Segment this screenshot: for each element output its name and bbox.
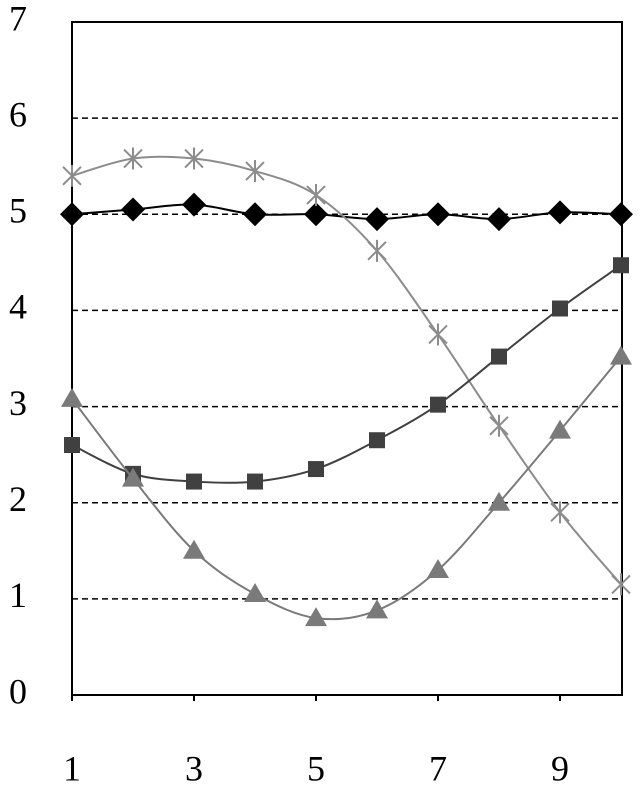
triangle-marker [244,583,266,603]
square-marker [186,473,202,490]
diamond-marker [426,202,450,227]
star-marker [428,323,448,346]
series-line [71,203,622,221]
star-marker [550,501,570,524]
y-tick-label: 3 [9,383,27,423]
square-marker [613,257,629,274]
y-tick-label: 1 [9,575,27,615]
star-marker [62,164,82,187]
y-tick-label: 5 [9,191,27,231]
triangle-marker [122,467,144,487]
x-tick-label: 7 [429,748,447,788]
x-tick-label: 3 [185,748,203,788]
diamond-marker [365,207,389,232]
diamond-marker [304,202,328,227]
square-marker [247,473,263,490]
square-marker [64,437,80,454]
diamond-marker [487,207,511,232]
star-marker [245,160,265,183]
y-tick-label: 6 [9,94,27,134]
y-tick-label: 7 [9,0,27,38]
square-marker [491,348,507,365]
x-tick-label: 9 [551,748,569,788]
triangle-marker [488,491,510,511]
square-marker [552,300,568,317]
diamond-marker [548,200,572,225]
triangle-marker [183,539,205,559]
star-marker [611,573,631,596]
diamond-marker [60,202,84,227]
star-marker [489,414,509,437]
square-marker [430,396,446,413]
diamond-marker [609,202,633,227]
plot-frame [71,21,623,696]
star-marker [367,239,387,262]
y-tick-label: 4 [9,287,27,327]
diamond-marker [121,197,145,222]
square-marker [369,432,385,449]
triangle-marker [366,599,388,619]
triangle-marker [427,559,449,579]
series-line [71,264,622,484]
y-tick-label: 2 [9,479,27,519]
series-line [71,155,622,586]
diamond-marker [243,202,267,227]
triangle-marker [610,345,632,365]
triangle-marker [549,419,571,439]
series-line [71,355,622,621]
triangle-marker [61,387,83,407]
star-marker [184,147,204,170]
triangle-marker [305,607,327,627]
star-marker [306,184,326,207]
diamond-marker [182,192,206,217]
x-tick-label: 5 [307,748,325,788]
y-tick-label: 0 [9,671,27,711]
square-marker [308,461,324,478]
x-tick-label: 1 [63,748,81,788]
star-marker [123,147,143,170]
